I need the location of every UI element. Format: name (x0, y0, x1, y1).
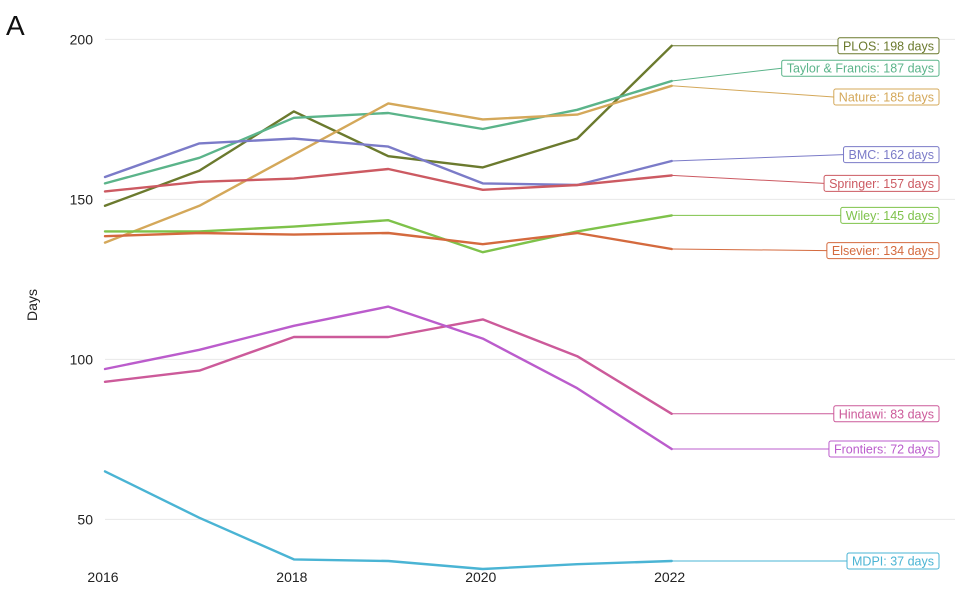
series-label-text-plos: PLOS: 198 days (843, 39, 934, 53)
series-line-plos (103, 44, 673, 208)
y-tick-100: 100 (70, 351, 94, 367)
series-label-box-frontiers (828, 440, 940, 458)
series-label-box-nature (833, 88, 940, 106)
y-tick-150: 150 (70, 191, 94, 207)
series-label-frontiers: Frontiers: 72 days (671, 440, 940, 458)
x-tick-2022: 2022 (654, 569, 685, 585)
series-label-text-springer: Springer: 157 days (829, 177, 934, 191)
series-line-springer (103, 167, 673, 193)
series-label-plos: PLOS: 198 days (671, 37, 940, 55)
series-line-hindawi (103, 318, 673, 415)
series-label-box-springer (823, 174, 940, 192)
series-label-box-taylor-francis (781, 59, 940, 77)
series-label-text-hindawi: Hindawi: 83 days (839, 407, 934, 421)
series-label-taylor-francis: Taylor & Francis: 187 days (671, 59, 940, 82)
series-label-bmc: BMC: 162 days (671, 146, 940, 164)
series-label-box-plos (837, 37, 940, 55)
y-axis-ticks: 50 100 150 200 (70, 31, 94, 527)
x-tick-2018: 2018 (276, 569, 307, 585)
series-labels: PLOS: 198 days Taylor & Francis: 187 days… (671, 37, 940, 570)
series-leader-elsevier (671, 248, 827, 252)
y-tick-200: 200 (70, 31, 94, 47)
series-label-hindawi: Hindawi: 83 days (671, 405, 940, 423)
series-line-frontiers (103, 305, 673, 451)
y-axis-label: Days (24, 289, 40, 321)
series-label-elsevier: Elsevier: 134 days (671, 242, 940, 260)
series-label-text-bmc: BMC: 162 days (849, 148, 934, 162)
series-label-text-mdpi: MDPI: 37 days (852, 555, 934, 569)
series-label-mdpi: MDPI: 37 days (671, 552, 940, 570)
series-line-elsevier (103, 231, 673, 251)
series-leader-bmc (671, 154, 844, 162)
x-axis-ticks: 2016 2018 2020 2022 (87, 569, 685, 585)
series-label-nature: Nature: 185 days (671, 85, 940, 106)
x-tick-2020: 2020 (465, 569, 496, 585)
series-line-mdpi (103, 470, 673, 571)
series-line-taylor-francis (103, 79, 673, 185)
series-label-box-bmc (843, 146, 940, 164)
series-label-text-elsevier: Elsevier: 134 days (832, 244, 934, 258)
series-leader-taylor-francis (671, 67, 782, 82)
x-tick-2016: 2016 (87, 569, 118, 585)
series-label-wiley: Wiley: 145 days (671, 206, 940, 224)
series-label-text-frontiers: Frontiers: 72 days (834, 443, 934, 457)
grid-lines (105, 38, 955, 520)
series-leader-nature (671, 85, 834, 98)
series-label-box-mdpi (846, 552, 940, 570)
series-label-box-elsevier (826, 242, 940, 260)
series-label-box-wiley (840, 206, 940, 224)
series-label-text-nature: Nature: 185 days (839, 91, 934, 105)
series-lines (103, 44, 673, 571)
panel-letter: A (6, 10, 25, 41)
series-label-box-hindawi (833, 405, 940, 423)
series-line-bmc (103, 137, 673, 187)
series-label-text-wiley: Wiley: 145 days (846, 209, 934, 223)
series-label-springer: Springer: 157 days (671, 174, 940, 192)
y-tick-50: 50 (77, 511, 93, 527)
series-label-text-taylor-francis: Taylor & Francis: 187 days (787, 62, 934, 76)
series-line-wiley (103, 214, 673, 254)
series-line-nature (103, 84, 673, 244)
series-leader-springer (671, 174, 825, 184)
